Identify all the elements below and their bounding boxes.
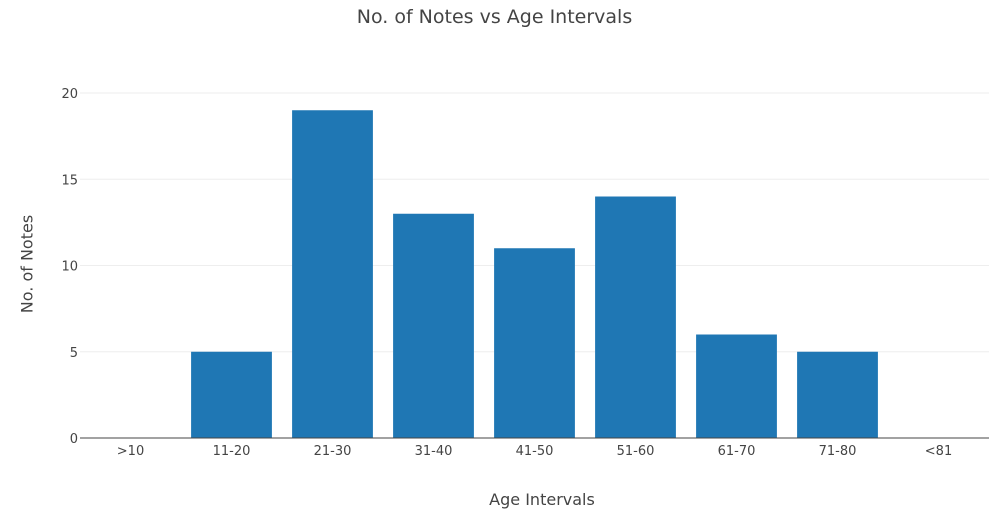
bar-11-20 (191, 351, 272, 438)
chart-title: No. of Notes vs Age Intervals (356, 6, 633, 28)
bar-41-50 (494, 248, 575, 438)
y-tick-label: 15 (61, 173, 78, 188)
x-tick-labels: >10 11-20 21-30 31-40 41-50 51-60 61-70 71-80 <8… (117, 444, 952, 459)
x-tick-label: <81 (925, 444, 952, 459)
x-tick-label: 51-60 (617, 444, 655, 459)
bar-31-40 (393, 213, 474, 438)
x-tick-label: >10 (117, 444, 144, 459)
y-tick-label: 10 (61, 260, 78, 275)
x-tick-label: 71-80 (819, 444, 857, 459)
x-tick-label: 61-70 (718, 444, 756, 459)
bar-71-80 (797, 351, 878, 438)
y-tick-labels: 0 5 10 15 20 (61, 87, 78, 447)
x-tick-label: 41-50 (516, 444, 554, 459)
y-tick-label: 20 (61, 87, 78, 102)
x-axis-title: Age Intervals (489, 490, 595, 509)
x-tick-label: 11-20 (213, 444, 251, 459)
bar-21-30 (292, 110, 373, 438)
x-tick-label: 21-30 (314, 444, 352, 459)
y-tick-label: 5 (70, 346, 78, 361)
bars (191, 110, 878, 438)
y-tick-label: 0 (70, 432, 78, 447)
bar-61-70 (696, 334, 777, 438)
bar-51-60 (595, 196, 676, 438)
x-tick-label: 31-40 (415, 444, 453, 459)
